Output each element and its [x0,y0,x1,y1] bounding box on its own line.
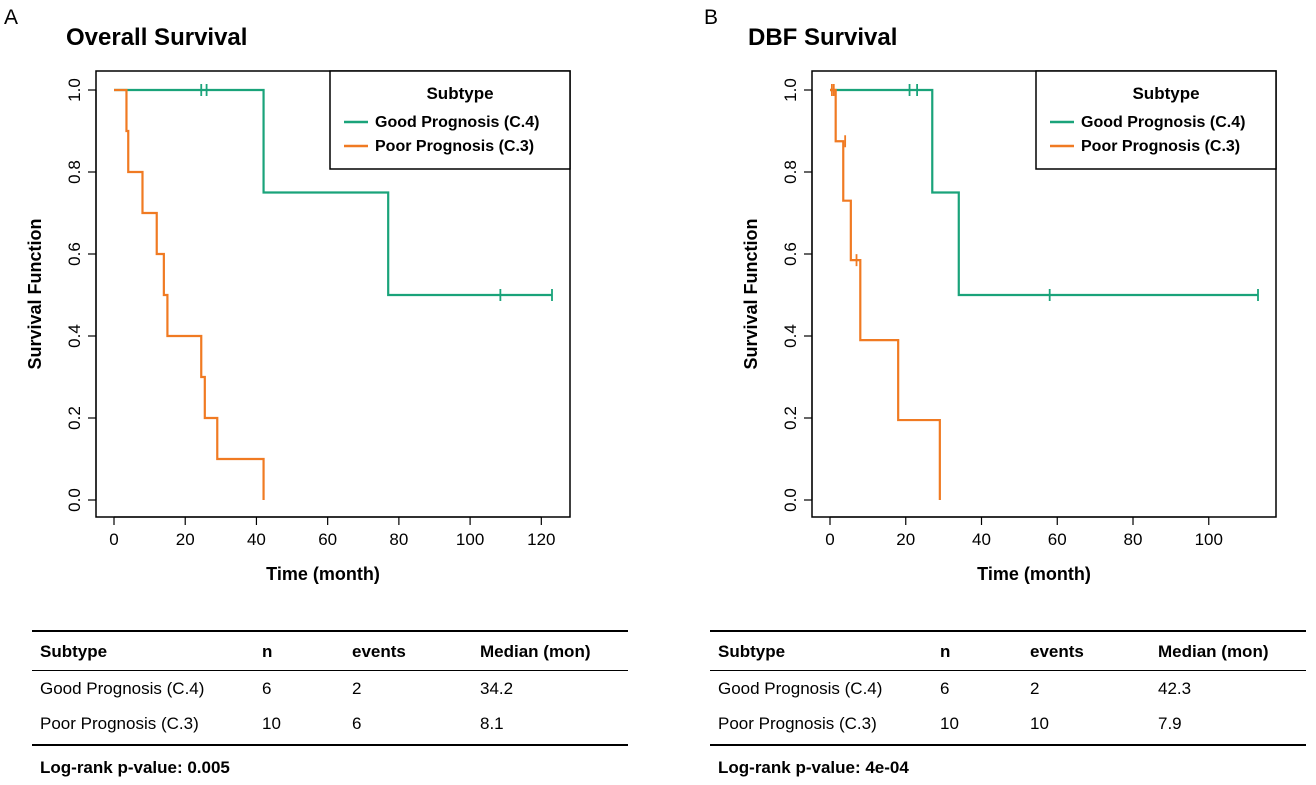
legend-label: Good Prognosis (C.4) [375,114,539,131]
cell-n: 6 [940,679,950,698]
panel-b: 0 20 40 60 80 100 Time (month) 0.0 0.2 0.4 0.6 0.8 1… [700,0,1316,777]
y-tick-label: 0.4 [781,324,800,348]
summary-table: Subtype n events Median (mon) Good Progn… [710,630,1306,785]
header-events: events [344,630,472,671]
y-axis-title: Survival Function [25,218,45,369]
survival-curve-good [830,88,1258,297]
survival-curve-poor [114,88,265,500]
x-tick-label: 80 [1124,530,1143,549]
cell-events: 10 [1022,706,1150,746]
legend-title: Subtype [426,84,493,103]
header-events: events [1022,630,1150,671]
header-median: Median (mon) [1150,630,1306,671]
chart-title: Overall Survival [66,24,248,51]
summary-table: Subtype n events Median (mon) Good Progn… [32,630,628,785]
header-n: n [254,630,344,671]
panel-label: B [704,6,719,29]
x-tick-label: 60 [318,530,337,549]
cell-median: 7.9 [1150,706,1306,746]
table-row: Good Prognosis (C.4) 6 2 42.3 [710,671,1306,707]
pvalue-row: Log-rank p-value: 4e-04 [710,745,1306,785]
y-tick-label: 0.0 [781,488,800,512]
km-plot-dbf-survival: 0 20 40 60 80 100 Time (month) 0.0 0.2 0.4 0.6 0.8 1… [741,70,1277,584]
x-tick-label: 120 [527,530,555,549]
y-tick-label: 0.6 [781,242,800,266]
pvalue-row: Log-rank p-value: 0.005 [32,745,628,785]
cell-n: 10 [932,706,1022,746]
y-tick-label: 0.8 [65,160,84,184]
table-row: Good Prognosis (C.4) 6 2 34.2 [32,671,628,707]
legend-label: Poor Prognosis (C.3) [375,138,534,155]
cell-subtype: Good Prognosis (C.4) [718,679,883,698]
header-subtype: Subtype [32,630,254,671]
y-tick-label: 0.2 [65,406,84,430]
cell-subtype: Good Prognosis (C.4) [40,679,205,698]
table-header-row: Subtype n events Median (mon) [32,630,628,671]
cell-n: 10 [254,706,344,746]
cell-median: 34.2 [480,679,514,698]
table-header-row: Subtype n events Median (mon) [710,630,1306,671]
header-subtype: Subtype [710,630,932,671]
x-tick-label: 20 [176,530,195,549]
x-axis-title: Time (month) [977,564,1091,584]
survival-curve-good [114,88,552,297]
y-tick-label: 0.8 [781,160,800,184]
cell-n: 6 [262,679,272,698]
legend-box [1035,70,1277,170]
x-tick-label: 60 [1048,530,1067,549]
panel-a: 0 20 40 60 80 100 120 Time (month) 0.0 0.2 0.4 0.6 0… [0,0,650,777]
x-tick-label: 100 [1195,530,1223,549]
cell-median: 42.3 [1158,679,1192,698]
legend-label: Poor Prognosis (C.3) [1081,138,1240,155]
cell-events: 6 [344,706,472,746]
cell-events: 2 [1030,679,1040,698]
survival-curve-poor [830,88,941,500]
table-row: Poor Prognosis (C.3) 10 10 7.9 [710,706,1306,746]
table-row: Poor Prognosis (C.3) 10 6 8.1 [32,706,628,746]
cell-subtype: Poor Prognosis (C.3) [710,706,932,746]
y-tick-label: 0.0 [65,488,84,512]
y-tick-label: 0.2 [781,406,800,430]
x-axis-title: Time (month) [266,564,380,584]
y-tick-label: 1.0 [781,78,800,102]
legend-title: Subtype [1132,84,1199,103]
y-tick-label: 0.6 [65,242,84,266]
x-tick-label: 40 [972,530,991,549]
x-tick-label: 80 [389,530,408,549]
legend-box [329,70,571,170]
logrank-pvalue: Log-rank p-value: 4e-04 [718,758,909,777]
x-tick-label: 100 [456,530,484,549]
legend-label: Good Prognosis (C.4) [1081,114,1245,131]
chart-title: DBF Survival [748,24,898,51]
x-tick-label: 0 [109,530,118,549]
y-axis-title: Survival Function [741,218,761,369]
cell-median: 8.1 [472,706,628,746]
header-median: Median (mon) [472,630,628,671]
header-n: n [932,630,1022,671]
km-plot-overall-survival: 0 20 40 60 80 100 120 Time (month) 0.0 0.2 0.4 0.6 0… [25,70,571,584]
y-tick-label: 0.4 [65,324,84,348]
y-tick-label: 1.0 [65,78,84,102]
cell-events: 2 [352,679,362,698]
x-tick-label: 0 [825,530,834,549]
x-tick-label: 20 [896,530,915,549]
panel-label: A [4,6,19,29]
logrank-pvalue: Log-rank p-value: 0.005 [40,758,230,777]
x-tick-label: 40 [247,530,266,549]
cell-subtype: Poor Prognosis (C.3) [32,706,254,746]
